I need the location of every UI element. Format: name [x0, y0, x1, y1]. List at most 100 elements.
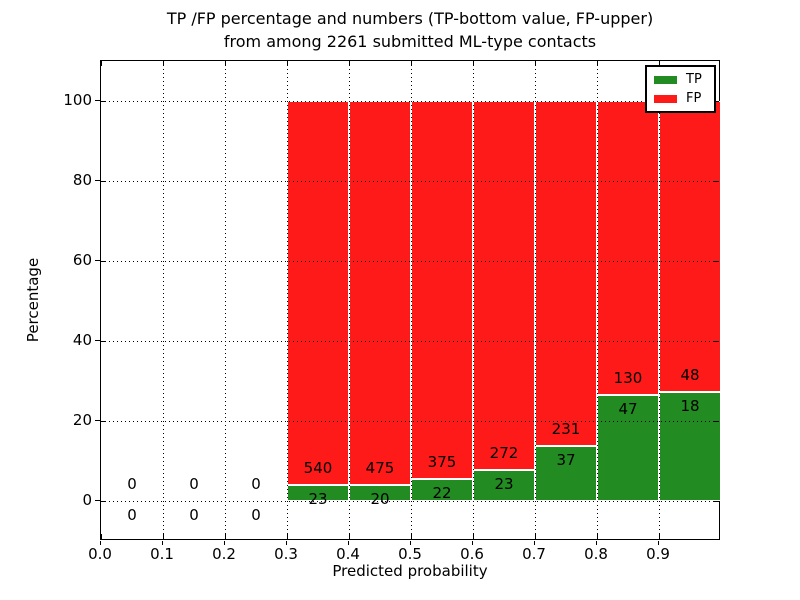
y-tick-mark-right	[714, 101, 719, 102]
x-tick-mark	[535, 534, 536, 539]
x-tick-mark	[101, 534, 102, 539]
x-tick-label: 0.4	[336, 545, 360, 563]
y-tick-mark-outer	[95, 420, 100, 421]
x-tick-label: 0.7	[522, 545, 546, 563]
x-tick-label: 0.9	[646, 545, 670, 563]
x-gridline	[225, 61, 226, 541]
bar-fp-segment	[535, 101, 597, 446]
bar-fp-segment	[287, 101, 349, 485]
fp-count-label: 130	[613, 368, 643, 387]
x-tick-mark-outer	[224, 541, 225, 545]
x-tick-mark-top	[163, 61, 164, 66]
tp-count-label: 0	[127, 506, 137, 524]
tp-count-label: 20	[370, 489, 390, 508]
plot-area: 0 0 0 0 0 0 540 23 475 20 375 22 272 23 231 37 130 47 48 18	[100, 60, 721, 541]
y-tick-label: 60	[72, 251, 92, 269]
x-tick-label: 0.2	[212, 545, 236, 563]
tp-count-label: 18	[680, 396, 700, 415]
y-tick-mark-outer	[95, 500, 100, 501]
x-tick-mark-top	[659, 61, 660, 66]
x-tick-mark-outer	[100, 541, 101, 545]
legend: TP FP	[645, 65, 716, 113]
x-tick-mark	[597, 534, 598, 539]
x-tick-mark	[411, 534, 412, 539]
bar-tp-segment	[473, 469, 535, 501]
y-tick-label: 80	[72, 171, 92, 189]
fp-legend-swatch	[654, 94, 677, 103]
bar-fp-segment	[597, 101, 659, 395]
x-tick-mark-top	[597, 61, 598, 66]
bar-fp-segment	[473, 101, 535, 470]
x-tick-label: 0.6	[460, 545, 484, 563]
y-tick-mark	[101, 341, 106, 342]
tp-count-label: 23	[494, 474, 514, 493]
y-tick-mark-right	[714, 501, 719, 502]
bar-fp-segment	[349, 101, 411, 485]
fp-count-label: 48	[680, 365, 700, 384]
y-tick-mark	[101, 261, 106, 262]
chart-title: TP /FP percentage and numbers (TP-bottom…	[100, 7, 720, 53]
fp-count-label: 231	[551, 419, 581, 438]
fp-count-label: 0	[189, 475, 199, 493]
bar-fp-segment	[659, 101, 721, 392]
x-tick-mark-top	[411, 61, 412, 66]
x-axis-label: Predicted probability	[332, 562, 488, 580]
x-tick-mark-top	[101, 61, 102, 66]
x-tick-label: 0.1	[150, 545, 174, 563]
y-tick-mark-outer	[95, 340, 100, 341]
fp-count-label: 272	[489, 443, 519, 462]
y-tick-mark	[101, 421, 106, 422]
x-tick-mark-top	[349, 61, 350, 66]
tp-count-label: 0	[189, 506, 199, 524]
fp-count-label: 0	[127, 475, 137, 493]
chart-title-line2: from among 2261 submitted ML-type contac…	[223, 32, 597, 51]
x-tick-mark	[473, 534, 474, 539]
tp-legend-label: TP	[686, 72, 702, 87]
fp-legend-label: FP	[686, 91, 702, 106]
fp-count-label: 540	[303, 458, 333, 477]
x-gridline	[287, 61, 288, 541]
x-tick-mark	[659, 534, 660, 539]
tp-count-label: 22	[432, 483, 452, 502]
fp-count-label: 475	[365, 458, 395, 477]
chart-title-line1: TP /FP percentage and numbers (TP-bottom…	[166, 9, 654, 28]
x-tick-mark-outer	[162, 541, 163, 545]
tp-count-label: 0	[251, 506, 261, 524]
y-tick-mark-right	[714, 181, 719, 182]
x-tick-mark-top	[287, 61, 288, 66]
y-tick-label: 40	[72, 331, 92, 349]
x-gridline	[411, 61, 412, 541]
x-gridline	[597, 61, 598, 541]
x-tick-label: 0.8	[584, 545, 608, 563]
x-tick-mark-outer	[286, 541, 287, 545]
x-gridline	[659, 61, 660, 541]
x-tick-mark	[225, 534, 226, 539]
x-tick-mark-outer	[658, 541, 659, 545]
bar-fp-segment	[411, 101, 473, 479]
y-tick-mark-outer	[95, 100, 100, 101]
x-tick-mark-outer	[348, 541, 349, 545]
x-tick-label: 0.0	[88, 545, 112, 563]
y-axis-label: Percentage	[24, 257, 42, 343]
x-tick-mark-outer	[534, 541, 535, 545]
y-tick-label: 0	[82, 491, 92, 509]
legend-item-fp: FP	[654, 92, 714, 105]
x-tick-label: 0.5	[398, 545, 422, 563]
x-gridline	[349, 61, 350, 541]
x-tick-mark-outer	[410, 541, 411, 545]
y-tick-mark-right	[714, 341, 719, 342]
tp-count-label: 37	[556, 450, 576, 469]
x-gridline	[163, 61, 164, 541]
fp-count-label: 375	[427, 452, 457, 471]
y-tick-mark	[101, 181, 106, 182]
x-tick-mark	[349, 534, 350, 539]
x-tick-mark-top	[473, 61, 474, 66]
y-tick-mark	[101, 501, 106, 502]
x-tick-mark	[287, 534, 288, 539]
x-gridline	[535, 61, 536, 541]
x-tick-mark	[163, 534, 164, 539]
x-gridline	[473, 61, 474, 541]
x-tick-mark-outer	[472, 541, 473, 545]
y-tick-mark-outer	[95, 180, 100, 181]
